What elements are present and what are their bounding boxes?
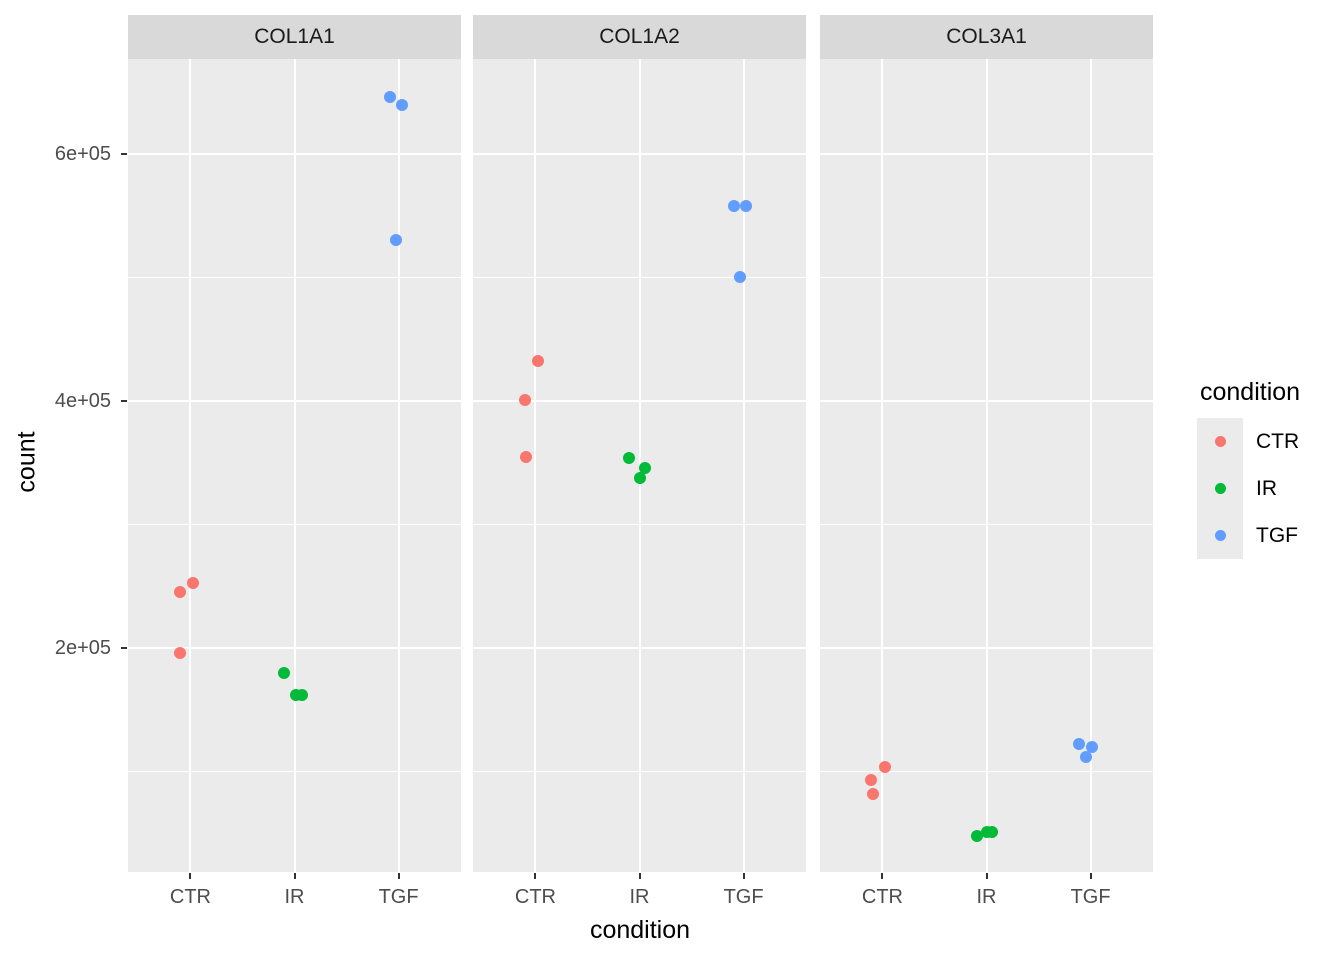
facet-panel-col3a1 <box>820 59 1153 872</box>
y-tick-mark <box>121 647 127 649</box>
facet-strip-col3a1: COL3A1 <box>820 15 1153 59</box>
x-tick-label-ctr: CTR <box>169 886 211 908</box>
legend-entry-ir: IR <box>1197 465 1300 512</box>
x-tick-mark <box>985 873 988 879</box>
x-tick-mark <box>742 873 745 879</box>
facet-panel-col1a1 <box>128 59 461 872</box>
gridline-major-x <box>881 59 883 872</box>
data-point <box>1086 741 1098 753</box>
legend-key-box <box>1197 465 1243 512</box>
y-tick-label: 6e+05 <box>54 143 111 165</box>
legend-entry-label: TGF <box>1256 523 1298 547</box>
data-point <box>1073 738 1085 750</box>
gridline-major-x <box>189 59 191 872</box>
gridline-major-x <box>398 59 400 872</box>
x-tick-label-ctr: CTR <box>514 886 556 908</box>
data-point <box>187 577 199 589</box>
data-point <box>971 830 983 842</box>
facet-strip-col1a1: COL1A1 <box>128 15 461 59</box>
legend-keys: CTR IR TGF <box>1197 418 1300 559</box>
data-point <box>879 761 891 773</box>
legend-key-box <box>1197 512 1243 559</box>
x-tick-mark <box>189 873 192 879</box>
x-axis-title: condition <box>589 916 691 944</box>
y-tick-mark <box>121 153 127 155</box>
gridline-major-x <box>743 59 745 872</box>
legend-entry-label: IR <box>1256 476 1277 500</box>
legend-ctr-dot-icon <box>1214 436 1226 447</box>
x-tick-mark <box>881 873 884 879</box>
gridline-major-x <box>534 59 536 872</box>
x-tick-label-ctr: CTR <box>861 886 903 908</box>
data-point <box>519 394 531 406</box>
data-point <box>174 586 186 598</box>
data-point <box>296 689 308 701</box>
legend: condition CTR IR TGF <box>1197 378 1300 559</box>
data-point <box>867 788 879 800</box>
data-point <box>623 452 635 464</box>
data-point <box>384 91 396 103</box>
data-point <box>734 271 746 283</box>
x-tick-mark <box>1089 873 1092 879</box>
data-point <box>986 826 998 838</box>
x-tick-label-tgf: TGF <box>1070 886 1111 908</box>
x-tick-mark <box>293 873 296 879</box>
x-tick-label-ir: IR <box>976 886 997 908</box>
x-tick-mark <box>397 873 400 879</box>
gridline-major-x <box>1090 59 1092 872</box>
data-point <box>278 667 290 679</box>
data-point <box>390 234 402 246</box>
data-point <box>1080 751 1092 763</box>
facet-strip-col1a2: COL1A2 <box>473 15 806 59</box>
x-tick-mark <box>638 873 641 879</box>
data-point <box>396 99 408 111</box>
x-tick-label-ir: IR <box>629 886 650 908</box>
x-tick-label-ir: IR <box>284 886 305 908</box>
legend-entry-ctr: CTR <box>1197 418 1300 465</box>
gridline-major-x <box>986 59 988 872</box>
x-tick-label-tgf: TGF <box>378 886 419 908</box>
x-tick-label-tgf: TGF <box>723 886 764 908</box>
y-tick-label: 2e+05 <box>54 637 111 659</box>
data-point <box>865 774 877 786</box>
legend-entry-tgf: TGF <box>1197 512 1300 559</box>
data-point <box>634 472 646 484</box>
legend-key-box <box>1197 418 1243 465</box>
y-axis-title: count <box>12 431 41 493</box>
data-point <box>639 462 651 474</box>
y-tick-label: 4e+05 <box>54 390 111 412</box>
gridline-major-x <box>294 59 296 872</box>
data-point <box>728 200 740 212</box>
data-point <box>174 647 186 659</box>
legend-tgf-dot-icon <box>1214 530 1226 541</box>
y-tick-mark <box>121 400 127 402</box>
legend-title: condition <box>1200 378 1301 406</box>
x-tick-mark <box>534 873 537 879</box>
legend-ir-dot-icon <box>1214 483 1226 494</box>
data-point <box>520 451 532 463</box>
legend-entry-label: CTR <box>1256 429 1300 453</box>
data-point <box>532 355 544 367</box>
data-point <box>740 200 752 212</box>
